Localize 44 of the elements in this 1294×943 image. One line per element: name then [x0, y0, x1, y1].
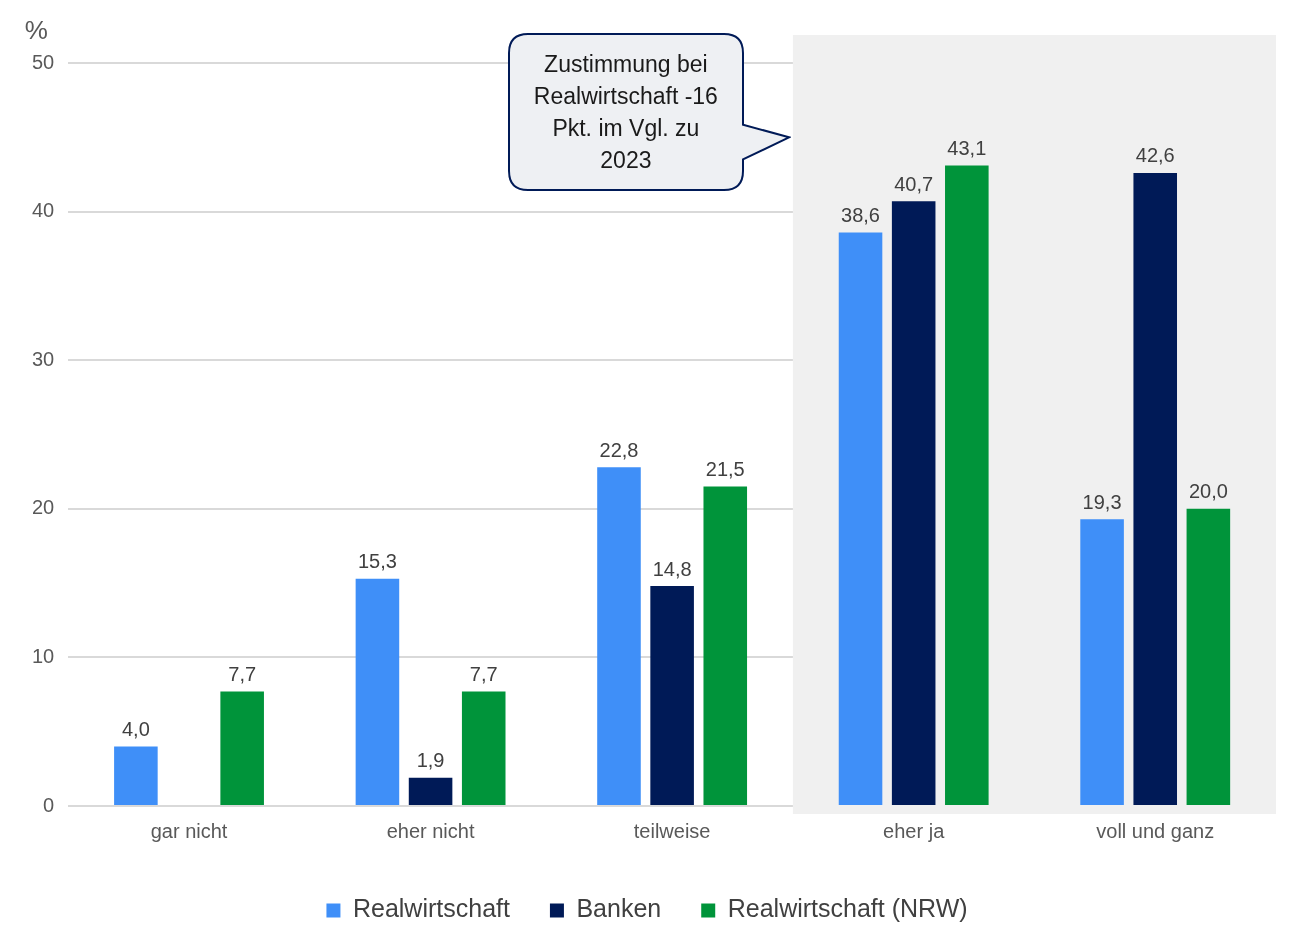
bar	[945, 165, 989, 805]
y-tick-label: 30	[32, 347, 55, 370]
data-label: 4,0	[121, 718, 150, 741]
data-label: 20,0	[1188, 480, 1228, 503]
data-label: 7,7	[228, 663, 257, 686]
data-label: 7,7	[469, 663, 498, 686]
bar	[650, 586, 694, 805]
annotation: Zustimmung bei Realwirtschaft -16 Pkt. im Vgl. zu 2023	[532, 50, 719, 175]
legend-label: Realwirtschaft (NRW)	[727, 894, 968, 923]
y-tick-label: 0	[43, 793, 55, 816]
x-tick-label: gar nicht	[150, 819, 228, 842]
data-label: 22,8	[599, 438, 639, 461]
bar	[891, 201, 936, 805]
x-tick-label: voll und ganz	[1096, 819, 1215, 842]
bar	[838, 232, 883, 805]
legend-label: Realwirtschaft	[352, 894, 510, 923]
bar	[1186, 508, 1231, 805]
x-tick-label: teilweise	[633, 819, 711, 842]
bar	[1133, 172, 1178, 805]
bar	[597, 467, 641, 805]
bar	[461, 691, 506, 805]
bar	[355, 578, 400, 805]
data-label: 14,8	[652, 557, 692, 580]
x-tick-label: eher ja	[883, 819, 946, 842]
data-label: 42,6	[1135, 144, 1175, 167]
legend-label: Banken	[576, 894, 662, 923]
data-label: 21,5	[705, 458, 745, 481]
y-tick-label: 20	[32, 496, 55, 519]
y-tick-label: 40	[32, 199, 55, 222]
data-label: 1,9	[416, 749, 445, 772]
data-label: 15,3	[357, 550, 397, 573]
bar	[703, 486, 748, 805]
y-axis-title: %	[24, 15, 48, 46]
data-label: 19,3	[1082, 490, 1122, 513]
bar	[114, 746, 158, 805]
data-label: 38,6	[841, 203, 880, 226]
data-label: 40,7	[894, 172, 934, 195]
bar	[220, 691, 264, 805]
y-tick-label: 50	[32, 50, 55, 73]
bar	[1080, 519, 1124, 805]
bar	[408, 777, 453, 805]
y-tick-label: 10	[32, 644, 55, 667]
x-tick-label: eher nicht	[386, 819, 475, 842]
data-label: 43,1	[947, 137, 987, 160]
